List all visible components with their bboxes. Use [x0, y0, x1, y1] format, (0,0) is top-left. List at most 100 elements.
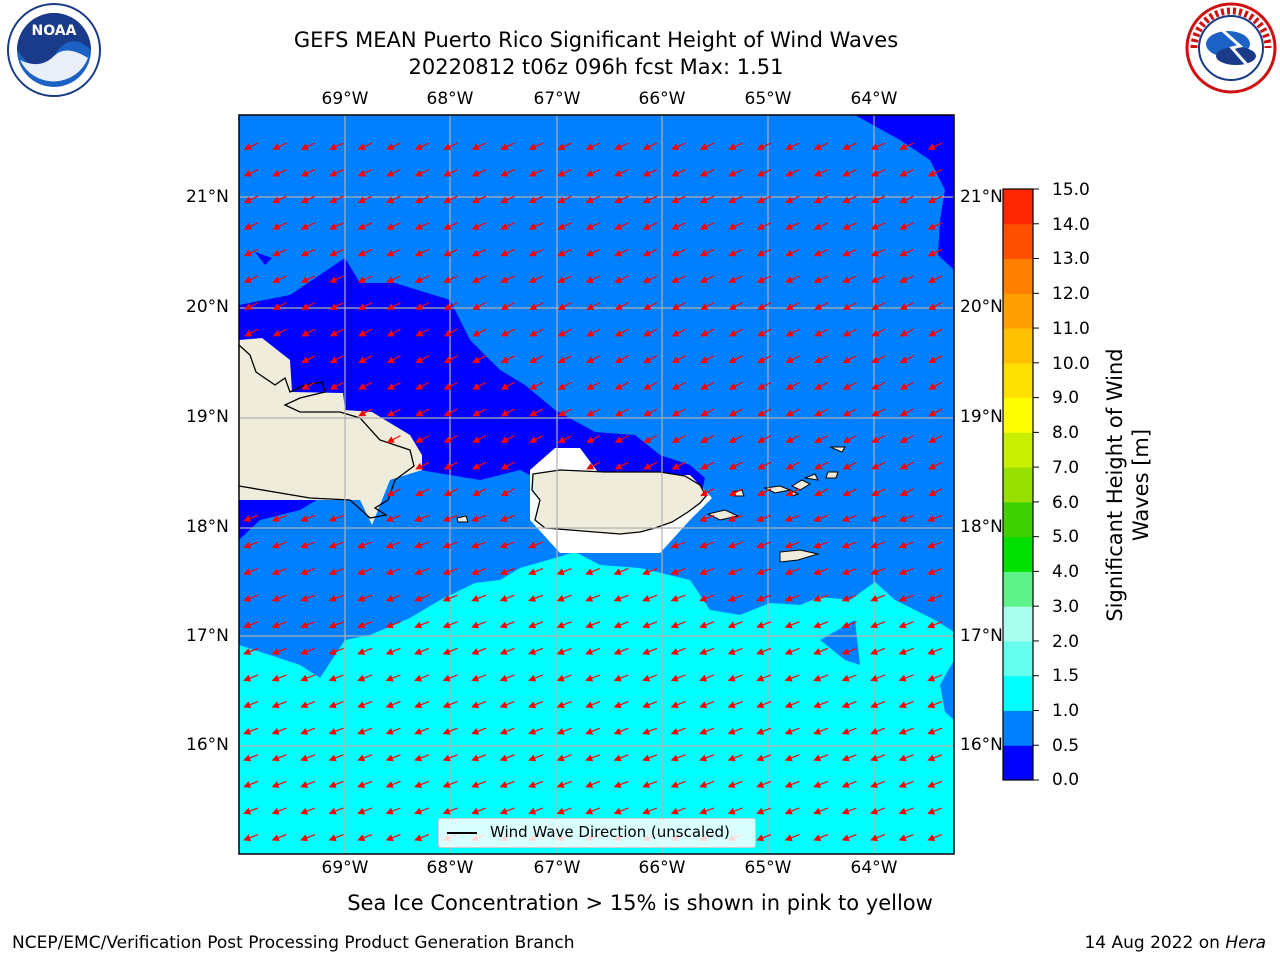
- wind-wave-arrow: [728, 222, 743, 230]
- wind-wave-arrow: [700, 488, 715, 497]
- wind-wave-arrow: [414, 169, 430, 177]
- wind-wave-arrow: [614, 195, 629, 204]
- wind-wave-arrow: [300, 248, 316, 257]
- wind-wave-arrow: [842, 488, 857, 497]
- wind-wave-arrow: [585, 195, 601, 204]
- wind-wave-arrow: [642, 727, 658, 735]
- wind-wave-arrow: [842, 461, 857, 470]
- wind-wave-arrow: [870, 142, 886, 150]
- wind-wave-arrow: [756, 780, 772, 788]
- wind-wave-arrow: [500, 195, 515, 204]
- wind-wave-arrow: [643, 435, 658, 443]
- wind-wave-arrow: [614, 302, 629, 310]
- wind-wave-arrow: [414, 514, 430, 522]
- wind-wave-arrow: [358, 302, 373, 310]
- wind-wave-arrow: [841, 674, 857, 682]
- wind-wave-arrow: [841, 727, 857, 735]
- wind-wave-arrow: [414, 142, 430, 150]
- wind-wave-arrow: [585, 647, 601, 655]
- wind-wave-arrow: [899, 275, 914, 283]
- wind-wave-arrow: [899, 408, 914, 417]
- wind-wave-arrow: [357, 195, 373, 204]
- wind-wave-arrow: [756, 701, 772, 709]
- colorbar-band: [1003, 189, 1033, 225]
- wind-wave-arrow: [357, 834, 373, 842]
- wind-wave-arrow: [357, 568, 373, 576]
- wind-wave-arrow: [700, 435, 715, 443]
- wind-wave-arrow: [927, 727, 943, 735]
- wind-wave-arrow: [727, 594, 743, 602]
- lat-label-17n: 17°N: [186, 626, 229, 646]
- colorbar-tick: 15.0: [1052, 180, 1090, 200]
- colorbar-tick: 3.0: [1052, 597, 1080, 617]
- wind-wave-arrow: [528, 248, 544, 257]
- wind-wave-arrow: [442, 647, 458, 655]
- lon-label-top-67w: 67°W: [533, 89, 581, 109]
- wind-wave-arrow: [785, 381, 800, 390]
- wind-wave-arrow: [671, 435, 686, 443]
- wind-wave-arrow: [671, 275, 686, 283]
- wind-wave-arrow: [328, 780, 344, 788]
- wind-wave-arrow: [556, 594, 572, 602]
- legend-line-swatch: [447, 832, 477, 834]
- wind-wave-arrow: [328, 514, 344, 522]
- wind-wave-arrow: [642, 169, 658, 177]
- wind-wave-arrow: [385, 754, 401, 762]
- wind-wave-arrow: [528, 195, 544, 204]
- wind-wave-arrow: [357, 754, 373, 762]
- wind-wave-arrow: [928, 355, 943, 364]
- wind-wave-arrow: [699, 780, 715, 788]
- wind-wave-arrow: [443, 461, 458, 470]
- wind-wave-arrow: [529, 381, 544, 390]
- wind-wave-arrow: [699, 568, 715, 576]
- wind-wave-arrow: [613, 674, 629, 682]
- wind-wave-arrow: [386, 248, 401, 257]
- wind-wave-arrow: [585, 621, 601, 629]
- wind-wave-arrow: [898, 514, 914, 522]
- colorbar-tick: 9.0: [1052, 388, 1080, 408]
- wind-wave-arrow: [499, 647, 515, 655]
- wind-wave-arrow: [385, 514, 401, 522]
- wind-wave-arrow: [784, 727, 800, 735]
- wind-wave-arrow: [471, 222, 487, 230]
- wind-wave-arrow: [671, 328, 686, 337]
- wind-wave-arrow: [385, 621, 401, 629]
- wind-wave-arrow: [585, 780, 601, 788]
- chart-subtitle: 20220812 t06z 096h fcst Max: 1.51: [408, 55, 784, 79]
- wind-wave-arrow: [357, 701, 373, 709]
- wind-wave-arrow: [784, 834, 800, 842]
- wind-wave-arrow: [301, 328, 316, 337]
- wind-wave-arrow: [500, 169, 515, 177]
- map-frame: [238, 114, 955, 855]
- colorbar-band: [1003, 710, 1033, 746]
- wind-wave-arrow: [813, 248, 829, 257]
- wind-wave-arrow: [813, 594, 829, 602]
- wind-wave-arrow: [528, 275, 544, 283]
- wind-wave-arrow: [472, 408, 487, 417]
- wind-wave-arrow: [271, 727, 287, 735]
- wind-wave-arrow: [442, 674, 458, 682]
- wind-wave-arrow: [357, 807, 373, 815]
- wind-wave-arrow: [300, 621, 316, 629]
- wind-wave-arrow: [699, 275, 715, 283]
- colorbar-band: [1003, 258, 1033, 294]
- wind-wave-arrow: [385, 647, 401, 655]
- wind-wave-arrow: [671, 142, 686, 150]
- wind-wave-arrow: [528, 222, 544, 230]
- wind-wave-arrow: [699, 807, 715, 815]
- wind-wave-arrow: [727, 541, 743, 549]
- sea-ice-note: Sea Ice Concentration > 15% is shown in …: [347, 891, 933, 915]
- wind-wave-arrow: [271, 674, 287, 682]
- wind-wave-arrow: [414, 275, 430, 283]
- wind-wave-arrow: [385, 780, 401, 788]
- wind-wave-arrow: [814, 435, 829, 443]
- wind-wave-arrow: [927, 142, 943, 150]
- wind-wave-arrow: [699, 222, 715, 230]
- wind-wave-arrow: [670, 594, 686, 602]
- wind-wave-arrow: [784, 754, 800, 762]
- wind-wave-arrow: [243, 594, 259, 602]
- wind-wave-arrow: [272, 222, 287, 230]
- wind-wave-arrow: [670, 647, 686, 655]
- wind-wave-arrow: [756, 594, 772, 602]
- wind-wave-arrow: [328, 754, 344, 762]
